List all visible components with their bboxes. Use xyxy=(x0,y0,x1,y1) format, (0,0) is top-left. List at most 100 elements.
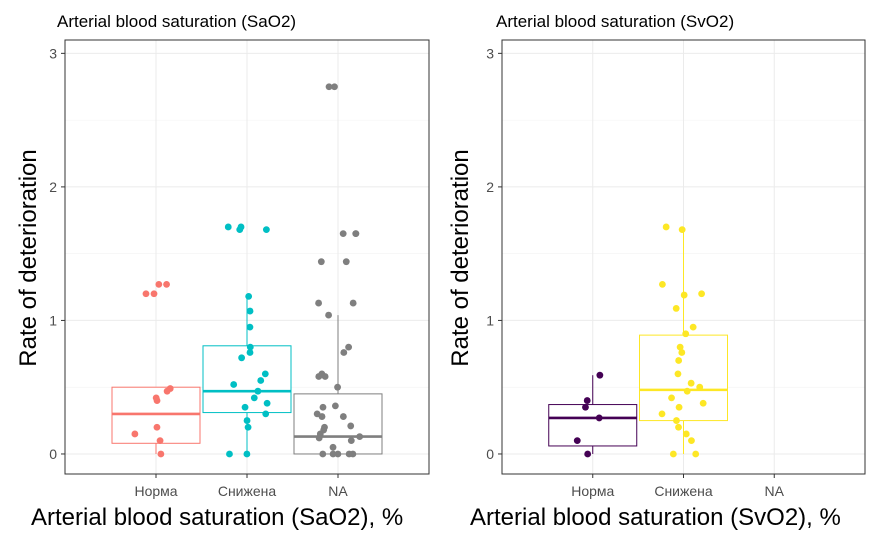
data-point xyxy=(682,330,690,338)
data-point xyxy=(150,290,158,298)
data-point xyxy=(678,226,686,234)
data-point xyxy=(263,399,271,407)
data-point xyxy=(688,437,695,445)
y-tick-label: 0 xyxy=(486,446,494,462)
x-ticks: Норма Снижена NA xyxy=(571,474,785,499)
data-point xyxy=(329,443,337,451)
data-point xyxy=(236,226,244,234)
data-point xyxy=(131,430,139,438)
data-point xyxy=(250,394,258,402)
data-point xyxy=(672,305,680,312)
data-point xyxy=(262,410,270,418)
data-point xyxy=(246,343,254,351)
data-point xyxy=(347,437,355,445)
x-tick-label: NA xyxy=(328,483,348,499)
data-point xyxy=(155,280,163,288)
data-point xyxy=(243,450,251,458)
data-point xyxy=(582,403,589,411)
data-point xyxy=(245,292,253,300)
panel-svo2: Arterial blood saturation (SvO2) Rate of… xyxy=(447,12,866,531)
y-ticks: 0 1 2 3 xyxy=(486,45,502,462)
box xyxy=(293,393,383,455)
x-ticks: Норма Снижена NA xyxy=(134,474,348,499)
data-point xyxy=(683,387,691,395)
data-point xyxy=(584,450,592,458)
data-point xyxy=(339,230,347,238)
data-point xyxy=(319,450,327,458)
data-point xyxy=(238,354,246,362)
data-point xyxy=(257,377,265,384)
box xyxy=(639,334,728,422)
data-point xyxy=(658,410,666,418)
data-point xyxy=(669,450,677,458)
data-point xyxy=(675,423,682,431)
x-axis-label: Arterial blood saturation (SaO2), % xyxy=(31,504,403,531)
marks xyxy=(548,223,728,458)
y-tick-label: 3 xyxy=(49,45,57,61)
data-point xyxy=(241,403,249,411)
data-point xyxy=(246,323,254,331)
x-tick-label: Снижена xyxy=(654,483,713,499)
y-tick-label: 0 xyxy=(49,446,57,462)
data-point xyxy=(676,343,684,351)
panel-sao2: Arterial blood saturation (SaO2) Rate of… xyxy=(15,12,430,531)
y-tick-label: 2 xyxy=(49,179,57,195)
data-point xyxy=(329,450,337,458)
data-point xyxy=(673,417,680,424)
data-point xyxy=(349,450,357,458)
y-axis-label: Rate of deterioration xyxy=(15,149,42,366)
y-ticks: 0 1 2 3 xyxy=(49,45,65,462)
data-point xyxy=(246,349,254,356)
data-point xyxy=(662,223,670,231)
data-point xyxy=(315,434,323,442)
data-point xyxy=(687,379,695,387)
data-point xyxy=(226,450,233,458)
data-point xyxy=(340,349,348,356)
box xyxy=(202,345,292,414)
x-tick-label: Норма xyxy=(134,483,177,499)
data-point xyxy=(659,280,666,288)
data-point xyxy=(315,373,323,380)
data-point xyxy=(315,299,322,307)
data-point xyxy=(142,290,150,298)
y-tick-label: 3 xyxy=(486,45,494,61)
y-tick-label: 1 xyxy=(49,312,57,328)
data-point xyxy=(331,83,338,91)
data-point xyxy=(325,83,333,91)
marks xyxy=(111,83,383,458)
data-point xyxy=(583,397,591,404)
data-point xyxy=(244,423,252,431)
x-tick-label: Норма xyxy=(571,483,614,499)
data-point xyxy=(243,417,251,424)
data-point xyxy=(342,258,350,266)
x-tick-label: NA xyxy=(765,483,785,499)
data-point xyxy=(334,383,341,391)
data-point xyxy=(153,397,161,404)
data-point xyxy=(254,387,262,395)
data-point xyxy=(331,402,339,410)
data-point xyxy=(339,413,347,420)
data-point xyxy=(356,433,364,441)
data-point xyxy=(163,387,171,395)
data-point xyxy=(349,299,357,307)
data-point xyxy=(678,349,686,356)
data-point xyxy=(675,403,683,411)
data-point xyxy=(675,357,683,364)
data-point xyxy=(573,437,581,445)
data-point xyxy=(352,230,360,238)
y-tick-label: 2 xyxy=(486,179,494,195)
data-point xyxy=(246,307,254,315)
data-point xyxy=(317,258,325,266)
data-point xyxy=(262,226,270,234)
y-axis-label: Rate of deterioration xyxy=(447,149,474,366)
data-point xyxy=(680,291,688,299)
data-point xyxy=(674,370,682,378)
panel-gap xyxy=(437,500,470,540)
data-point xyxy=(682,430,690,438)
data-point xyxy=(156,437,164,445)
data-point xyxy=(347,422,355,430)
data-point xyxy=(153,423,161,431)
data-point xyxy=(163,280,170,288)
data-point xyxy=(699,399,707,407)
